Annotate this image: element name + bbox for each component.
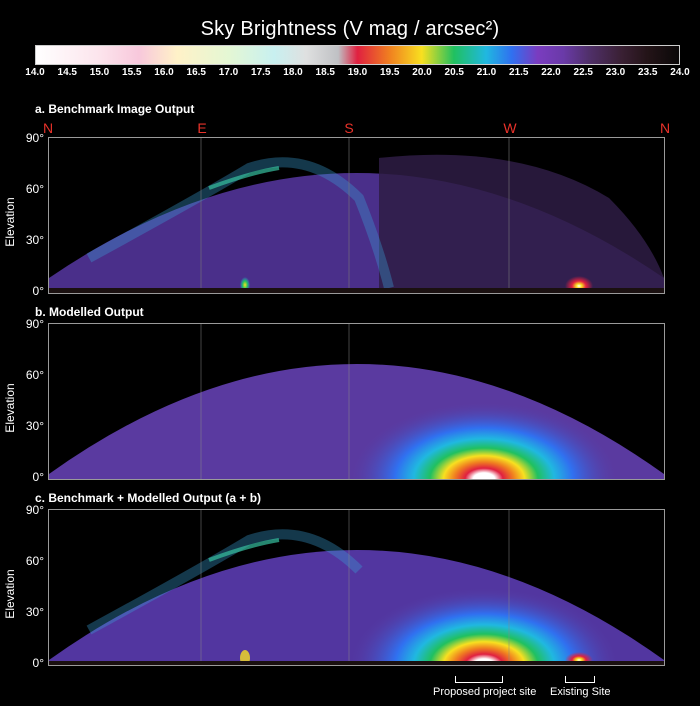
direction-n-right: N	[659, 120, 671, 136]
colorbar-tick: 16.0	[154, 67, 174, 78]
colorbar-tick: 16.5	[186, 67, 206, 78]
colorbar-title: Sky Brightness (V mag / arcsec²)	[200, 18, 500, 40]
colorbar-tick: 14.5	[57, 67, 77, 78]
direction-e: E	[197, 120, 207, 136]
colorbar-tick: 19.0	[347, 67, 368, 78]
y-tick-label: 30°	[25, 605, 44, 619]
colorbar-tick: 23.5	[638, 67, 658, 78]
direction-s: S	[344, 120, 354, 136]
existing-site-bracket	[565, 676, 595, 683]
panel-b-title: b. Modelled Output	[35, 305, 144, 319]
y-tick-label: 0°	[32, 284, 44, 298]
colorbar-tick: 23.0	[605, 67, 626, 78]
proposed-site-bracket	[455, 676, 503, 683]
colorbar-tick: 21.0	[476, 67, 497, 78]
panel-a-sky	[48, 137, 665, 294]
y-tick-label: 60°	[25, 554, 44, 568]
colorbar-tick: 24.0	[670, 67, 690, 78]
colorbar-ticks: 14.0 14.5 15.0 15.5 16.0 16.5 17.0 17.5 18.0 18.5…	[25, 67, 690, 81]
y-tick-label: 90°	[25, 131, 44, 145]
direction-w: W	[503, 120, 517, 136]
y-tick-label: 30°	[25, 419, 44, 433]
direction-n-left: N	[42, 120, 54, 136]
colorbar-tick: 17.0	[218, 67, 239, 78]
colorbar-tick: 15.0	[89, 67, 110, 78]
y-tick-label: 90°	[25, 317, 44, 331]
colorbar-tick: 20.5	[444, 67, 464, 78]
colorbar	[35, 45, 680, 65]
y-tick-label: 90°	[25, 503, 44, 517]
existing-site-label: Existing Site	[550, 686, 611, 698]
colorbar-tick: 17.5	[251, 67, 271, 78]
colorbar-tick: 15.5	[122, 67, 142, 78]
y-tick-label: 60°	[25, 182, 44, 196]
y-tick-label: 60°	[25, 368, 44, 382]
colorbar-tick: 20.0	[412, 67, 432, 78]
proposed-site-label: Proposed project site	[433, 686, 537, 698]
colorbar-tick: 19.5	[380, 67, 400, 78]
colorbar-tick: 14.0	[25, 67, 45, 78]
direction-labels: N E S W N	[0, 120, 700, 138]
colorbar-tick: 18.5	[315, 67, 335, 78]
panel-c-sky	[48, 509, 665, 666]
y-tick-label: 0°	[32, 470, 44, 484]
colorbar-tick: 21.5	[509, 67, 529, 78]
panel-b-sky	[48, 323, 665, 480]
y-tick-label: 30°	[25, 233, 44, 247]
colorbar-tick: 18.0	[283, 67, 303, 78]
colorbar-tick: 22.0	[541, 67, 561, 78]
panel-a-title: a. Benchmark Image Output	[35, 102, 195, 116]
panel-c-title: c. Benchmark + Modelled Output (a + b)	[35, 491, 262, 505]
y-tick-label: 0°	[32, 656, 44, 670]
colorbar-tick: 22.5	[573, 67, 593, 78]
